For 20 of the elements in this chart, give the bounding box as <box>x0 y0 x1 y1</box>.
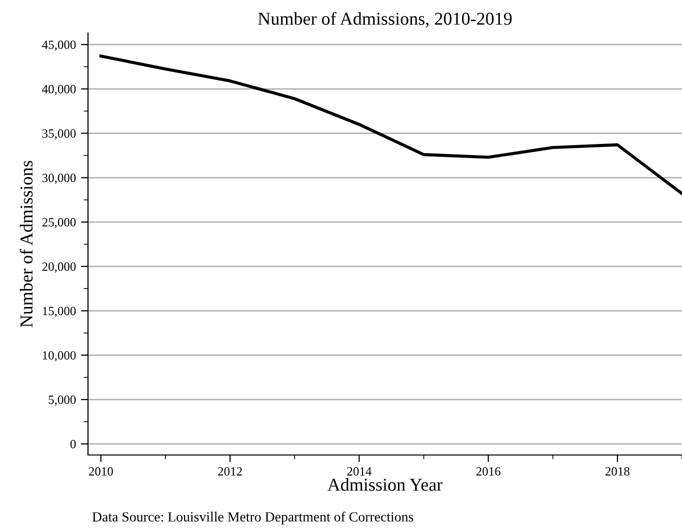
x-tick-label: 2016 <box>476 467 500 476</box>
y-tick-label: 20,000 <box>42 262 76 273</box>
source-note: Data Source: Louisville Metro Department of Corrections <box>92 512 414 524</box>
y-tick-label: 35,000 <box>42 129 76 140</box>
y-tick-label: 5,000 <box>48 396 76 406</box>
chart-title: Number of Admissions, 2010-2019 <box>258 12 512 28</box>
x-tick-label: 2014 <box>347 467 372 476</box>
y-tick-label: 10,000 <box>42 351 76 362</box>
x-tick-label: 2010 <box>88 467 113 476</box>
y-tick-label: 15,000 <box>42 306 76 318</box>
line-series <box>99 54 682 196</box>
y-tick-label: 0 <box>70 440 76 448</box>
y-axis-title: Number of Admissions <box>20 160 33 328</box>
y-tick-label: 25,000 <box>42 218 76 228</box>
y-tick-label: 45,000 <box>42 40 76 51</box>
x-tick-label: 2018 <box>605 467 630 476</box>
y-tick-label: 30,000 <box>42 174 76 184</box>
x-axis-title: Admission Year <box>327 478 443 491</box>
y-tick-label: 40,000 <box>42 84 76 96</box>
x-tick-label: 2012 <box>218 467 242 476</box>
